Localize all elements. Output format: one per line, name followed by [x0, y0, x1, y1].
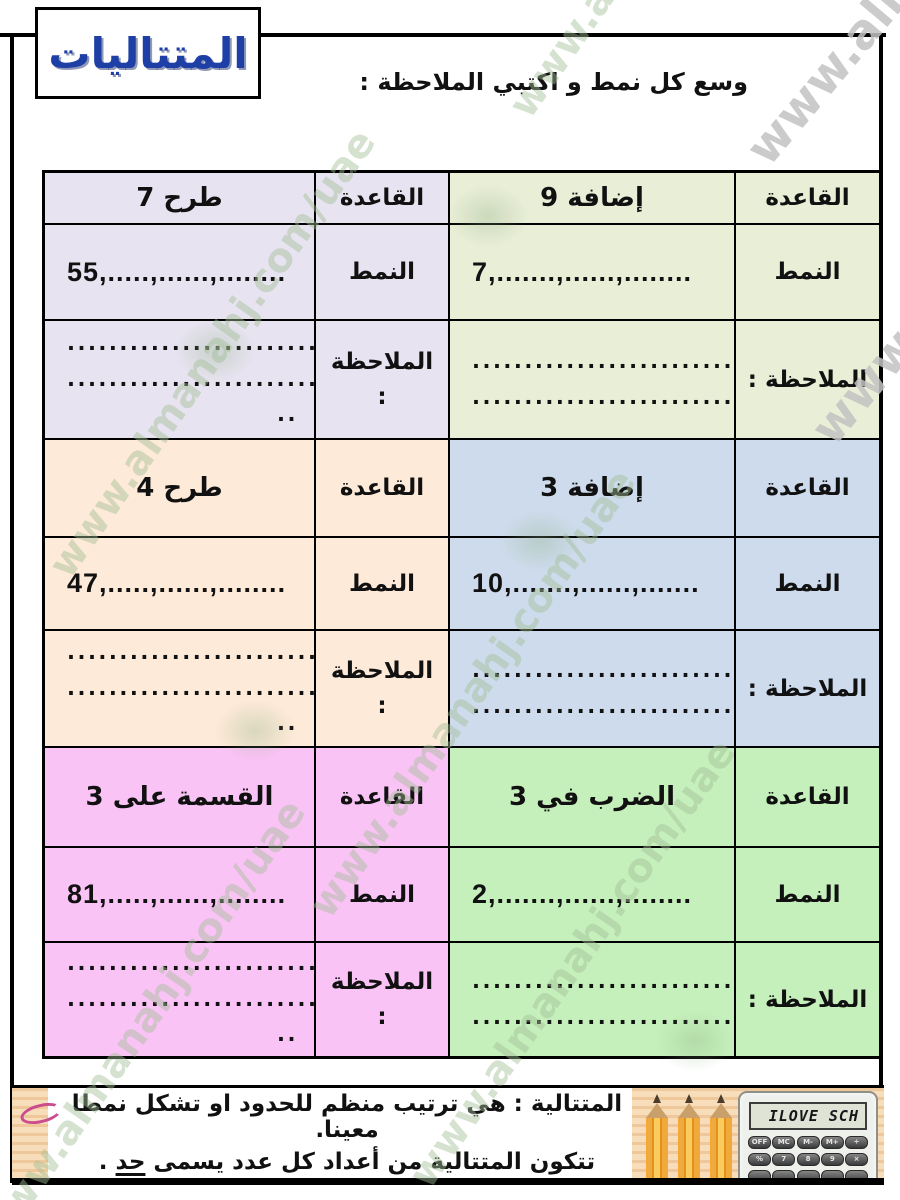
- rule-value-add3: إضافة 3: [449, 439, 735, 537]
- rule-label-right: القاعدة: [735, 747, 880, 847]
- dotted-line: ..........................: [472, 693, 735, 718]
- rule-label-left: القاعدة: [315, 172, 449, 224]
- dotted-line-end: ..: [277, 711, 298, 736]
- calc-button: [772, 1170, 796, 1178]
- calc-button: 9: [820, 1153, 844, 1166]
- dotted-line: ..........................: [67, 986, 315, 1011]
- calc-button: MC: [772, 1136, 796, 1149]
- calc-button: %: [748, 1153, 771, 1166]
- dotted-line: ..........................: [67, 675, 315, 700]
- note-area-right: .......................... .............…: [449, 630, 735, 747]
- calc-button: ÷: [845, 1136, 868, 1149]
- frame-left-line: [10, 33, 14, 1183]
- rule-label-left: القاعدة: [315, 747, 449, 847]
- calculator-icon: ILOVE SCH OFF MC M- M+ ÷ % 7 8 9 ×: [738, 1091, 878, 1178]
- rule-value-sub7: طرح 7: [44, 172, 315, 224]
- calc-button: OFF: [748, 1136, 771, 1149]
- dotted-line: ..........................: [67, 366, 315, 391]
- pattern-label-right: النمط: [735, 224, 880, 320]
- calc-button: [845, 1170, 868, 1178]
- calc-button: [748, 1170, 771, 1178]
- rule-label-left: القاعدة: [315, 439, 449, 537]
- note-label-right: الملاحظة :: [735, 942, 880, 1057]
- instruction-text: وسع كل نمط و اكتبي الملاحظة :: [359, 68, 748, 96]
- patterns-table: القاعدة إضافة 9 القاعدة طرح 7 النمط 7,..…: [42, 170, 882, 1059]
- calc-button: M-: [796, 1136, 820, 1149]
- pattern-label-right: النمط: [735, 537, 880, 630]
- definition-box: المتتالية : هي ترتيب منظم للحدود او تشكل…: [12, 1085, 884, 1185]
- pencil-icon: [678, 1094, 700, 1178]
- wood-strip: [12, 1088, 48, 1178]
- pattern-label-left: النمط: [315, 537, 449, 630]
- dotted-line: ..........................: [472, 348, 735, 373]
- pattern-value-55: 55,.....,......,........: [44, 224, 315, 320]
- note-label-right: الملاحظة :: [735, 320, 880, 439]
- note-label-left: الملاحظة :: [315, 942, 449, 1057]
- watermark-text-grey: www.alm: [735, 0, 900, 176]
- pattern-value-47: 47,.....,......,........: [44, 537, 315, 630]
- calc-button: [796, 1170, 820, 1178]
- pattern-value-81: 81,.....,......,........: [44, 847, 315, 942]
- note-label-left: الملاحظة :: [315, 630, 449, 747]
- note-area-left: .......................... .............…: [44, 320, 315, 439]
- title-box: المتتاليات: [35, 7, 261, 99]
- pattern-label-left: النمط: [315, 224, 449, 320]
- definition-line1: المتتالية : هي ترتيب منظم للحدود او تشكل…: [71, 1091, 623, 1143]
- dotted-line: ..........................: [67, 950, 315, 975]
- calc-button: 8: [796, 1153, 820, 1166]
- pattern-value-10: 10,.......,......,.......: [449, 537, 735, 630]
- definition-text: المتتالية : هي ترتيب منظم للحدود او تشكل…: [56, 1091, 638, 1175]
- rule-label-right: القاعدة: [735, 439, 880, 537]
- pattern-label-right: النمط: [735, 847, 880, 942]
- watermark-text: www.almanahj.com/uae: [500, 0, 845, 126]
- rule-value-mul3: الضرب في 3: [449, 747, 735, 847]
- desk-illustration: ILOVE SCH OFF MC M- M+ ÷ % 7 8 9 ×: [632, 1088, 884, 1178]
- pattern-value-7: 7,.......,......,........: [449, 224, 735, 320]
- dotted-line: ..........................: [67, 639, 315, 664]
- note-area-left: .......................... .............…: [44, 942, 315, 1057]
- pencil-icon: [710, 1094, 732, 1178]
- calc-button: 7: [772, 1153, 796, 1166]
- note-label-left: الملاحظة :: [315, 320, 449, 439]
- calc-button: M+: [820, 1136, 844, 1149]
- note-area-right: .......................... .............…: [449, 320, 735, 439]
- rule-value-sub4: طرح 4: [44, 439, 315, 537]
- note-label-right: الملاحظة :: [735, 630, 880, 747]
- dotted-line: ..........................: [472, 384, 735, 409]
- dotted-line: ..........................: [472, 968, 735, 993]
- definition-line2: تتكون المتتالية من أعداد كل عدد يسمى حد …: [98, 1149, 596, 1175]
- dotted-line-end: ..: [277, 402, 298, 427]
- rule-label-right: القاعدة: [735, 172, 880, 224]
- rule-value-div3: القسمة على 3: [44, 747, 315, 847]
- dotted-line: ..........................: [472, 1004, 735, 1029]
- pattern-label-left: النمط: [315, 847, 449, 942]
- calc-button: ×: [845, 1153, 868, 1166]
- note-area-left: .......................... .............…: [44, 630, 315, 747]
- rule-value-add9: إضافة 9: [449, 172, 735, 224]
- dotted-line-end: ..: [277, 1022, 298, 1047]
- calc-button: [820, 1170, 844, 1178]
- pattern-value-2: 2,.......,......,........: [449, 847, 735, 942]
- underlined-term: حد: [115, 1149, 146, 1175]
- page-title: المتتاليات: [48, 28, 248, 78]
- frame-top-line: [0, 33, 886, 37]
- note-area-right: .......................... .............…: [449, 942, 735, 1057]
- calculator-display: ILOVE SCH: [749, 1102, 867, 1130]
- dotted-line: ..........................: [472, 657, 735, 682]
- pencil-icon: [646, 1094, 668, 1178]
- dotted-line: ..........................: [67, 330, 315, 355]
